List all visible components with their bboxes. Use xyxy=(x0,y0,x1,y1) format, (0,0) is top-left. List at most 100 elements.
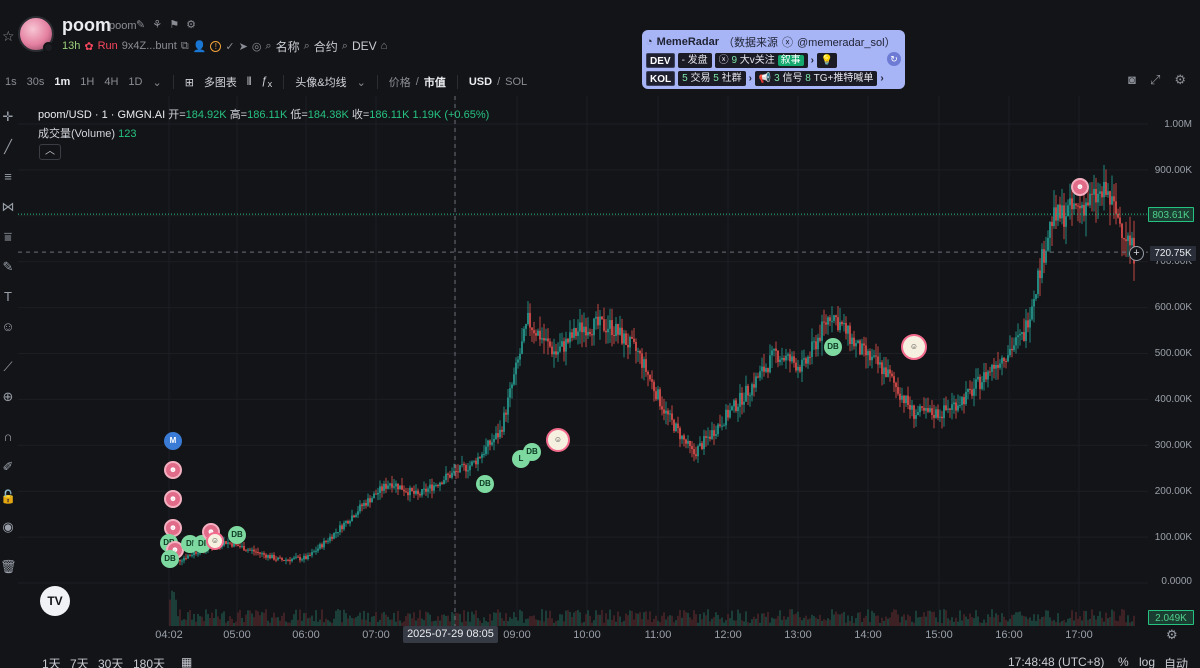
search-contract-icon[interactable]: ⌕ xyxy=(303,39,310,52)
candle-body xyxy=(893,376,895,383)
add-alert-icon[interactable]: + xyxy=(1129,246,1144,261)
utc-clock[interactable]: 17:48:48 (UTC+8) xyxy=(1008,655,1105,668)
refresh-icon[interactable]: ↻ xyxy=(887,52,901,66)
idea-chip[interactable]: 💡 xyxy=(816,52,838,68)
fullscreen-icon[interactable]: ⤢ xyxy=(1149,72,1161,87)
indicators-icon[interactable]: ƒx xyxy=(261,74,273,90)
interval-30s[interactable]: 30s xyxy=(26,76,45,88)
range-180d[interactable]: 180天 xyxy=(133,657,166,668)
zoom-in-icon[interactable]: ⊕ xyxy=(2,389,14,404)
magnet-icon[interactable]: ∩ xyxy=(3,429,13,444)
ruler-icon[interactable]: ⟋ xyxy=(3,359,13,374)
search-name-link[interactable]: 名称 xyxy=(275,39,300,54)
emoji-icon[interactable]: ☺ xyxy=(1,319,15,334)
candle-body xyxy=(649,374,651,380)
warning-icon[interactable]: ! xyxy=(210,40,222,52)
candle-body xyxy=(381,486,383,491)
auto-toggle[interactable]: 自动 xyxy=(1164,657,1189,668)
web-icon[interactable]: ◎ xyxy=(251,40,262,53)
token-social-icons[interactable]: ✎ ⚘ ⚑ ⚙ xyxy=(136,19,198,31)
volume-bar xyxy=(389,619,391,626)
interval-dropdown-chevron-icon[interactable]: ⌄ xyxy=(152,76,162,89)
range-30d[interactable]: 30天 xyxy=(98,657,124,668)
dev-follow-chip[interactable]: ⓧ 9 大v关注 叙事 xyxy=(714,52,808,68)
marker-m[interactable]: M xyxy=(164,432,182,450)
kol-trades-chip[interactable]: 5 交易 5 社群 xyxy=(678,70,746,86)
marker-avatar[interactable]: ☻ xyxy=(1071,178,1089,196)
user-icon[interactable]: 👤 xyxy=(192,40,207,53)
currency-sol[interactable]: SOL xyxy=(505,76,528,88)
search-dev-icon[interactable]: ⌕ xyxy=(341,39,348,52)
marker-avatar[interactable]: ☺ xyxy=(206,532,224,550)
dev-launch-chip[interactable]: - 发盘 xyxy=(677,52,712,68)
horizontal-lines-icon[interactable]: ≡ xyxy=(4,169,12,184)
range-1d[interactable]: 1天 xyxy=(42,657,61,668)
volume-bar xyxy=(325,618,327,626)
collapse-legend-icon[interactable]: ︿ xyxy=(39,144,61,160)
marker-avatar[interactable]: ☻ xyxy=(164,490,182,508)
multi-chart-icon[interactable]: ⊞ xyxy=(184,76,194,89)
volume-bar xyxy=(1031,620,1033,626)
interval-1s[interactable]: 1s xyxy=(5,76,17,88)
avatar-ma-chevron-icon[interactable]: ⌄ xyxy=(356,76,366,89)
volume-bar xyxy=(545,610,547,626)
range-7d[interactable]: 7天 xyxy=(70,657,89,668)
search-name-icon[interactable]: ⌕ xyxy=(265,39,272,52)
trendline-icon[interactable]: ╱ xyxy=(4,139,12,154)
pattern-icon[interactable]: ⋈ xyxy=(1,199,15,214)
copy-icon[interactable]: ⧉ xyxy=(180,39,189,52)
candle-style-icon[interactable]: ⫴ xyxy=(246,75,252,88)
price-toggle[interactable]: 价格 xyxy=(388,77,411,89)
volume-bar xyxy=(647,619,649,626)
candle-body xyxy=(599,316,601,326)
marker-db[interactable]: DB xyxy=(824,338,842,356)
telegram-icon[interactable]: ➤ xyxy=(238,40,248,53)
marker-avatar[interactable]: ☺ xyxy=(546,428,570,452)
brush-icon[interactable]: ✎ xyxy=(2,259,14,274)
favorite-star-icon[interactable]: ☆ xyxy=(2,28,15,44)
marker-avatar[interactable]: ☻ xyxy=(164,461,182,479)
time-axis[interactable]: 04:02 05:00 06:00 07:00 09:00 10:00 11:0… xyxy=(18,626,1148,644)
interval-4h[interactable]: 4H xyxy=(104,76,119,88)
mcap-toggle[interactable]: 市值 xyxy=(423,77,446,89)
volume-bar xyxy=(591,622,593,626)
candle-body xyxy=(669,413,671,415)
currency-usd[interactable]: USD xyxy=(468,76,493,88)
interval-1h[interactable]: 1H xyxy=(80,76,95,88)
log-toggle[interactable]: log xyxy=(1139,655,1156,668)
settings-gear-icon[interactable]: ⚙ xyxy=(1174,72,1186,87)
contract-address[interactable]: 9x4Z...bunt xyxy=(121,40,177,52)
fib-icon[interactable]: ⩸ xyxy=(4,229,12,244)
avatar-ma-button[interactable]: 头像&均线 xyxy=(295,77,347,89)
tradingview-logo-icon[interactable]: TV xyxy=(40,586,70,616)
interval-1d[interactable]: 1D xyxy=(128,76,143,88)
lock-icon[interactable]: 🔓 xyxy=(0,489,17,504)
search-contract-link[interactable]: 合约 xyxy=(313,39,338,54)
marker-db[interactable]: DB xyxy=(161,550,179,568)
lock-drawings-icon[interactable]: ✐ xyxy=(2,459,14,474)
kol-signals-chip[interactable]: 📢 3 信号 8 TG+推特喊单 xyxy=(754,70,878,86)
price-chart[interactable] xyxy=(18,96,1148,626)
price-axis[interactable]: 1.00M 900.00K 700.00K 600.00K 500.00K 40… xyxy=(1148,96,1200,626)
twitter-icon[interactable]: ✓ xyxy=(225,40,235,53)
eye-icon[interactable]: ◉ xyxy=(2,519,14,534)
camera-icon[interactable]: ◙ xyxy=(1128,72,1136,87)
crosshair-icon[interactable]: ✛ xyxy=(2,109,14,124)
marker-avatar[interactable]: ☺ xyxy=(901,334,927,360)
percent-toggle[interactable]: % xyxy=(1118,655,1129,668)
marker-db[interactable]: DB xyxy=(228,526,246,544)
marker-db[interactable]: DB xyxy=(476,475,494,493)
text-icon[interactable]: T xyxy=(4,289,12,304)
multi-chart-button[interactable]: 多图表 xyxy=(203,77,237,89)
axis-settings-gear-icon[interactable]: ⚙ xyxy=(1166,627,1178,642)
search-dev-link[interactable]: DEV xyxy=(351,39,377,53)
calendar-icon[interactable]: ▦ xyxy=(181,655,193,668)
volume-bar xyxy=(625,613,627,626)
trash-icon[interactable]: 🗑 xyxy=(0,559,17,574)
interval-1m[interactable]: 1m xyxy=(54,76,71,88)
candle-body xyxy=(387,485,389,489)
shop-icon[interactable]: ⌂ xyxy=(380,40,388,52)
volume-bar xyxy=(487,622,489,626)
marker-db[interactable]: DB xyxy=(523,443,541,461)
memeradar-handle[interactable]: @memeradar_sol） xyxy=(797,36,896,49)
